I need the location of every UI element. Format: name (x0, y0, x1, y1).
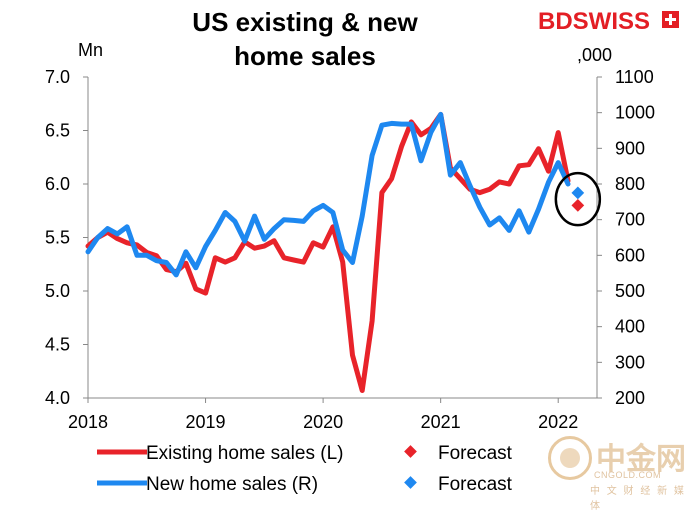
right-axis-tick-label: 500 (615, 281, 645, 301)
x-axis-tick-label: 2018 (68, 412, 108, 432)
right-axis-unit: ,000 (577, 45, 613, 65)
new-home-sales-line (85, 111, 571, 278)
right-axis-tick-label: 300 (615, 352, 645, 372)
legend: Existing home sales (L) Forecast New hom… (97, 443, 513, 495)
legend-forecast-new-marker (404, 476, 417, 489)
left-axis-tick-label: 7.0 (45, 67, 70, 87)
legend-new-label: New home sales (R) (146, 474, 318, 495)
forecast-layer (554, 171, 602, 227)
watermark-coin-icon (548, 436, 592, 480)
existing-forecast-marker (571, 199, 585, 212)
chart-title-line-1: US existing & new (192, 7, 418, 37)
left-axis-tick-label: 5.0 (45, 281, 70, 301)
x-axis-tick-label: 2021 (421, 412, 461, 432)
right-axis-tick-label: 1100 (615, 67, 654, 87)
watermark-name: 中金网 (596, 443, 686, 476)
chart-title: US existing & new home sales (150, 5, 460, 73)
left-axis-tick-label: 4.5 (45, 335, 70, 355)
right-axis-tick-label: 900 (615, 138, 645, 158)
right-axis-tick-label: 700 (615, 210, 645, 230)
right-axis-tick-label: 400 (615, 317, 645, 337)
left-axis-tick-label: 5.5 (45, 228, 70, 248)
left-axis-tick-label: 6.0 (45, 174, 70, 194)
brand-logo: BDSWISS (538, 8, 650, 36)
chart-canvas: 4.0 4.5 5.0 5.5 6.0 6.5 7.0 200 300 400 500 600 700 8… (45, 67, 655, 495)
legend-existing-label: Existing home sales (L) (146, 443, 343, 464)
swiss-cross-icon (662, 11, 679, 28)
legend-forecast-existing-marker (404, 445, 417, 458)
brand-logo-part-2: SWISS (572, 8, 651, 35)
watermark-tagline: 中 文 财 经 新 媒 体 (590, 486, 686, 512)
x-axis-tick-label: 2019 (186, 412, 226, 432)
axes: 4.0 4.5 5.0 5.5 6.0 6.5 7.0 200 300 400 500 600 700 8… (45, 67, 655, 432)
right-axis-tick-label: 800 (615, 174, 645, 194)
chart-title-line-2: home sales (234, 41, 376, 71)
watermark-domain: CNGOLD.COM (594, 470, 662, 480)
legend-forecast-existing-label: Forecast (438, 443, 513, 464)
left-axis-tick-label: 6.5 (45, 121, 70, 141)
right-axis-tick-label: 600 (615, 245, 645, 265)
series-layer (85, 111, 571, 393)
brand-logo-part-1: BD (538, 8, 573, 35)
watermark-logo: 中金网 CNGOLD.COM 中 文 财 经 新 媒 体 (548, 432, 698, 512)
right-axis-tick-label: 200 (615, 388, 645, 408)
forecast-highlight-circle (554, 171, 602, 227)
left-axis-unit: Mn (78, 40, 104, 60)
right-axis-tick-label: 1000 (615, 103, 655, 123)
new-forecast-marker (571, 186, 585, 200)
left-axis-tick-label: 4.0 (45, 388, 70, 408)
existing-home-sales-line (85, 111, 571, 393)
legend-forecast-new-label: Forecast (438, 474, 513, 495)
x-axis-tick-label: 2020 (303, 412, 343, 432)
x-axis-tick-label: 2022 (538, 412, 578, 432)
